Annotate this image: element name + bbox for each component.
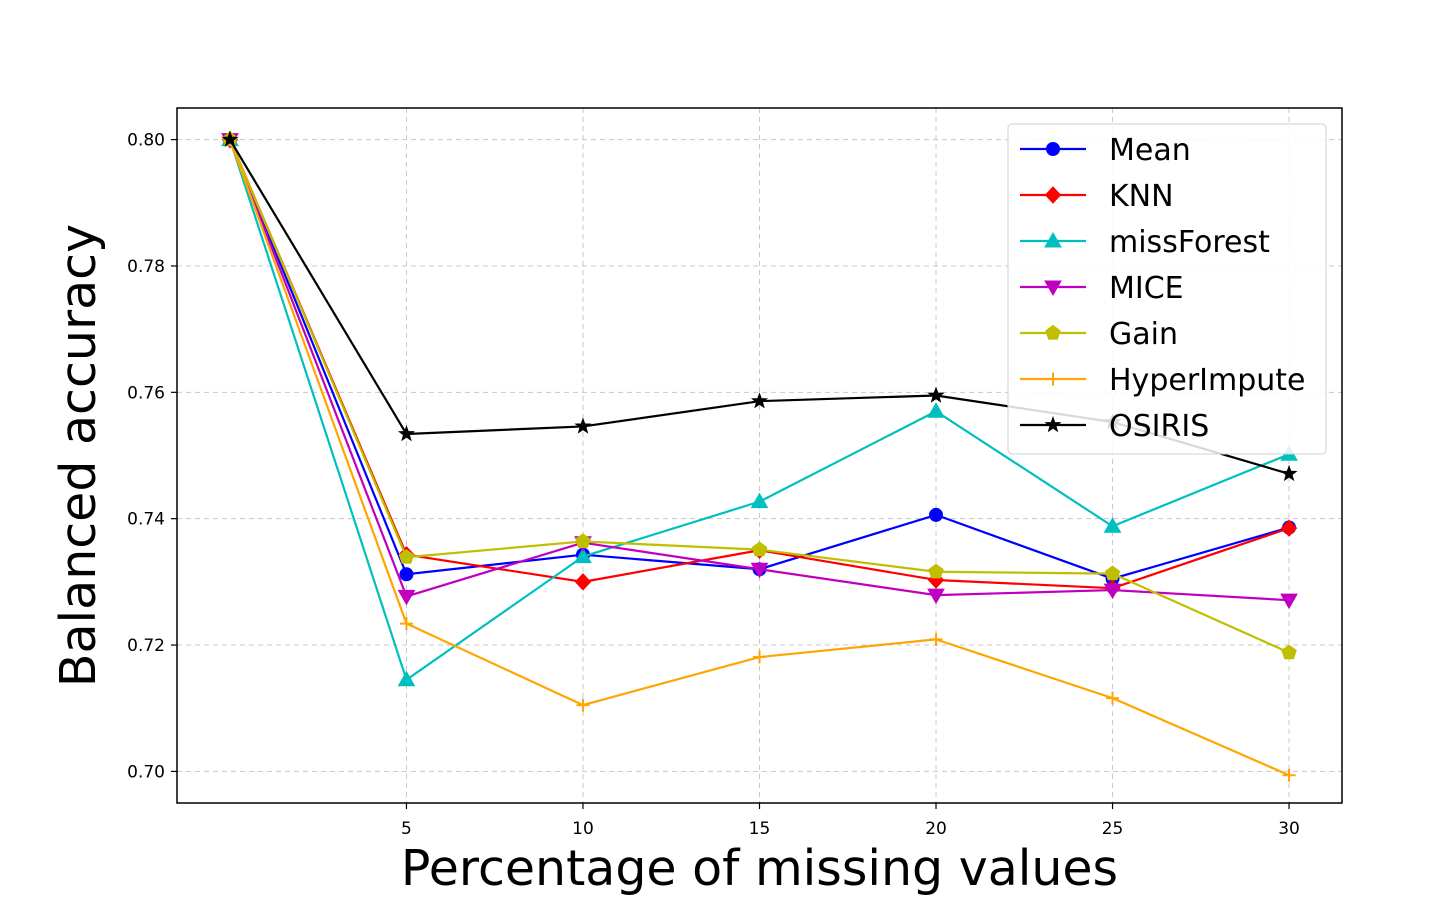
- legend-marker-mean: [1046, 142, 1060, 156]
- y-tick-label: 0.80: [127, 131, 165, 151]
- data-point-knn: [1280, 519, 1298, 537]
- data-point-mice: [1280, 593, 1298, 610]
- series-group: [221, 130, 1298, 782]
- data-point-gain: [575, 533, 591, 548]
- data-point-hyperimpute: [753, 650, 766, 664]
- data-point-mice: [397, 589, 416, 606]
- legend-marker-hyperimpute: [1046, 372, 1060, 386]
- data-point-osiris: [397, 425, 415, 442]
- data-point-missforest: [1103, 517, 1122, 533]
- data-point-gain: [928, 563, 944, 579]
- x-tick-label: 15: [749, 819, 771, 839]
- data-point-missforest: [750, 492, 769, 509]
- y-tick-label: 0.72: [127, 636, 165, 656]
- legend: Mean KNN missForest MICE Gain HyperImpute OSIR…: [1007, 123, 1327, 455]
- data-point-gain: [751, 541, 768, 557]
- data-point-osiris: [574, 417, 592, 434]
- x-axis-label: Percentage of missing values: [401, 840, 1118, 897]
- y-tick-label: 0.76: [127, 383, 165, 403]
- data-point-osiris: [927, 386, 945, 403]
- x-tick-label: 25: [1102, 819, 1124, 839]
- grid: [177, 108, 1342, 803]
- data-point-missforest: [574, 547, 592, 564]
- data-point-knn: [574, 573, 592, 591]
- data-point-hyperimpute: [399, 617, 413, 631]
- legend-label-mice: MICE: [1109, 271, 1184, 306]
- x-axis: 5 10 15 20 25 30: [401, 803, 1300, 839]
- y-tick-label: 0.78: [127, 257, 165, 277]
- legend-marker-gain: [1045, 324, 1061, 340]
- data-point-hyperimpute: [1282, 768, 1296, 782]
- data-point-mean: [399, 567, 414, 582]
- series-hyperimpute: [223, 133, 1296, 782]
- data-point-osiris: [221, 130, 239, 147]
- y-axis-label: Balanced accuracy: [50, 224, 107, 687]
- x-tick-label: 10: [572, 819, 594, 839]
- data-point-mean: [929, 507, 944, 522]
- y-axis: 0.70 0.72 0.74 0.76 0.78 0.80: [127, 131, 177, 782]
- y-tick-label: 0.70: [127, 762, 165, 782]
- data-point-gain: [1104, 565, 1121, 581]
- legend-label-hyperimpute: HyperImpute: [1109, 363, 1306, 398]
- data-point-gain: [398, 549, 415, 564]
- legend-label-gain: Gain: [1109, 317, 1178, 352]
- legend-label-knn: KNN: [1109, 179, 1174, 214]
- data-point-osiris: [1280, 464, 1298, 482]
- data-point-missforest: [397, 670, 416, 687]
- x-tick-label: 30: [1278, 819, 1300, 839]
- legend-label-missforest: missForest: [1109, 225, 1270, 260]
- data-point-mice: [750, 562, 769, 579]
- legend-box: [1007, 123, 1327, 455]
- legend-marker-knn: [1044, 186, 1062, 204]
- legend-marker-missforest: [1044, 231, 1062, 248]
- legend-label-osiris: OSIRIS: [1109, 409, 1209, 444]
- legend-label-mean: Mean: [1109, 133, 1191, 168]
- data-point-hyperimpute: [576, 698, 590, 712]
- data-point-mice: [1103, 583, 1122, 600]
- legend-marker-mice: [1044, 280, 1062, 297]
- x-tick-label: 5: [401, 819, 412, 839]
- x-tick-label: 20: [925, 819, 947, 839]
- data-point-hyperimpute: [1106, 691, 1120, 705]
- data-point-mice: [927, 588, 945, 605]
- data-point-osiris: [750, 392, 769, 409]
- data-point-gain: [1281, 644, 1297, 660]
- y-tick-label: 0.74: [127, 510, 165, 530]
- legend-marker-osiris: [1044, 416, 1062, 433]
- data-point-missforest: [927, 402, 945, 418]
- data-point-hyperimpute: [929, 632, 943, 646]
- plot-frame: [176, 107, 1343, 804]
